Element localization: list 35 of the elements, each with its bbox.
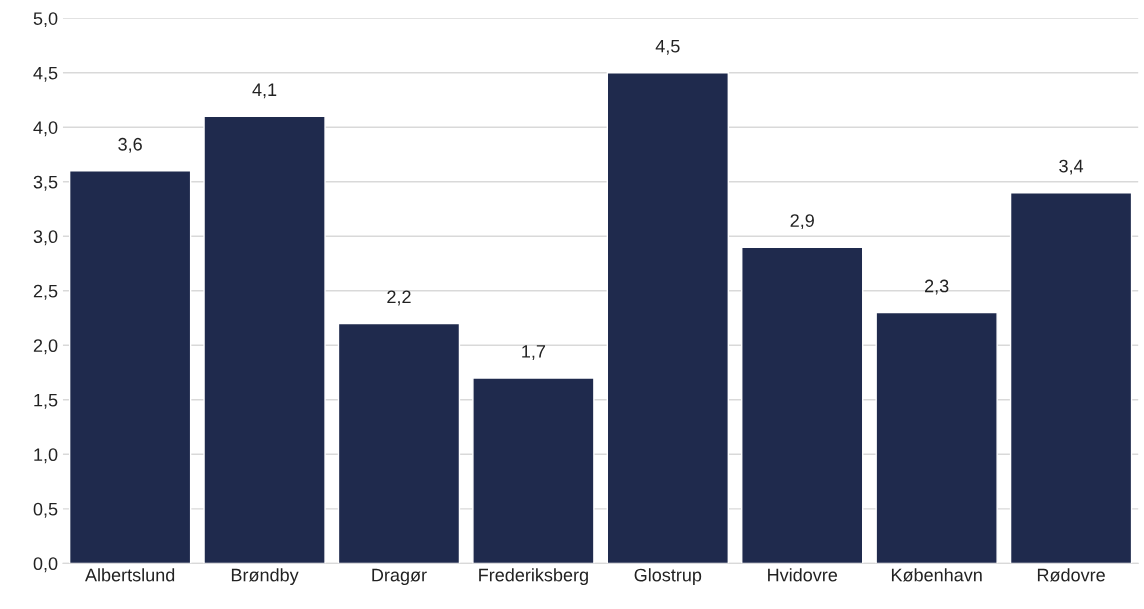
y-tick-label: 3,5 <box>33 175 58 191</box>
x-tick-label: Dragør <box>372 568 427 586</box>
data-label: 3,6 <box>118 137 142 153</box>
y-tick-label: 0,0 <box>33 557 58 573</box>
y-tick-label: 2,0 <box>33 339 58 355</box>
y-tick-label: 4,5 <box>33 66 58 82</box>
x-tick-label: Glostrup <box>634 568 702 586</box>
data-label: 2,3 <box>925 279 949 295</box>
bar <box>1009 191 1133 564</box>
bar <box>472 377 595 564</box>
data-label: 1,7 <box>522 345 546 360</box>
bar <box>337 322 461 564</box>
bar <box>606 72 729 564</box>
data-label: 4,5 <box>655 39 680 55</box>
data-label: 3,4 <box>1059 159 1084 175</box>
y-tick-label: 1,5 <box>34 393 58 409</box>
bar <box>203 115 326 564</box>
data-label: 4,1 <box>252 83 277 99</box>
y-tick-label: 2,5 <box>33 284 58 300</box>
y-tick-label: 1,0 <box>34 448 58 464</box>
x-tick-label: Albertslund <box>85 568 175 582</box>
y-tick-label: 5,0 <box>33 12 58 28</box>
x-tick-label: Rødovre <box>1037 568 1105 582</box>
x-tick-label: Hvidovre <box>768 568 838 582</box>
y-tick-label: 4,0 <box>33 121 58 137</box>
x-tick-label: København <box>891 568 982 582</box>
y-tick-label: 0,5 <box>33 502 58 518</box>
data-label: 2,2 <box>387 290 411 306</box>
data-label: 2,9 <box>790 214 814 230</box>
x-tick-label: Frederiksberg <box>479 568 588 586</box>
x-tick-label: Brøndby <box>231 568 299 586</box>
bar <box>68 170 192 564</box>
y-tick-label: 3,0 <box>33 230 58 246</box>
bar <box>875 311 998 564</box>
bar <box>741 246 864 564</box>
